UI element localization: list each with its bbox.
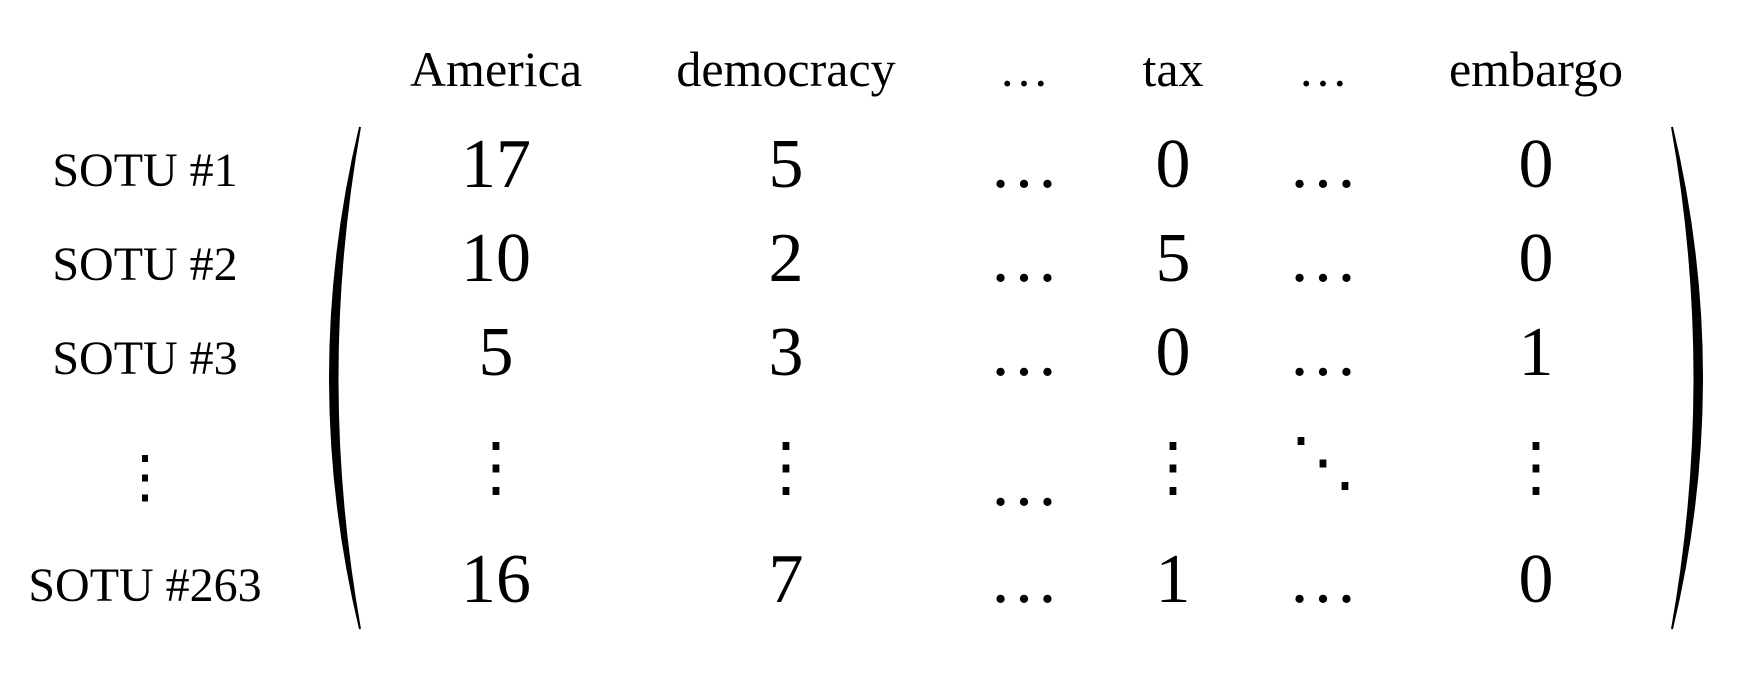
matrix-cell-diagonal-ellipsis: ⋱ [1290, 426, 1356, 499]
matrix-cell-vertical-ellipsis: ⋮ [1503, 431, 1569, 504]
left-parenthesis [329, 126, 361, 630]
matrix-cell-ellipsis: … [989, 444, 1059, 521]
matrix-cell: 0 [1518, 541, 1554, 618]
matrix-cell: 17 [461, 126, 531, 203]
matrix-cell-ellipsis: … [1288, 541, 1358, 618]
matrix-cell: 10 [461, 220, 531, 297]
matrix-cell: 7 [768, 541, 804, 618]
matrix-cell-ellipsis: … [989, 126, 1059, 203]
matrix-cell: 5 [768, 126, 804, 203]
column-header-democracy: democracy [676, 41, 896, 97]
matrix-cell: 0 [1518, 220, 1554, 297]
matrix-cell-ellipsis: … [1288, 314, 1358, 391]
matrix-cell-ellipsis: … [989, 541, 1059, 618]
row-label: SOTU #3 [52, 332, 238, 385]
matrix-cell: 1 [1518, 314, 1554, 391]
row-label: SOTU #1 [52, 144, 238, 197]
row-label: SOTU #2 [52, 238, 238, 291]
matrix-cell-vertical-ellipsis: ⋮ [463, 431, 529, 504]
matrix-cell: 1 [1155, 541, 1191, 618]
matrix-cell-vertical-ellipsis: ⋮ [1140, 431, 1206, 504]
row-label: SOTU #263 [28, 559, 262, 612]
matrix-cell-ellipsis: … [1288, 220, 1358, 297]
matrix-cell-vertical-ellipsis: ⋮ [753, 431, 819, 504]
matrix-cell-ellipsis: … [989, 220, 1059, 297]
column-header-tax: tax [1142, 41, 1204, 97]
row-label-vertical-ellipsis: ⋮ [116, 444, 174, 509]
matrix-cell: 0 [1155, 126, 1191, 203]
matrix-cell: 16 [461, 541, 531, 618]
matrix-cell-ellipsis: … [989, 314, 1059, 391]
column-header-ellipsis: … [999, 41, 1049, 97]
matrix-cell: 3 [768, 314, 804, 391]
column-header-ellipsis: … [1298, 41, 1348, 97]
right-parenthesis [1671, 126, 1703, 630]
column-header-embargo: embargo [1448, 41, 1624, 97]
matrix-cell-ellipsis: … [1288, 126, 1358, 203]
matrix-cell: 5 [478, 314, 514, 391]
matrix-cell: 5 [1155, 220, 1191, 297]
matrix-cell: 0 [1518, 126, 1554, 203]
matrix-cell: 2 [768, 220, 804, 297]
column-header-america: America [409, 41, 583, 97]
matrix-cell: 0 [1155, 314, 1191, 391]
